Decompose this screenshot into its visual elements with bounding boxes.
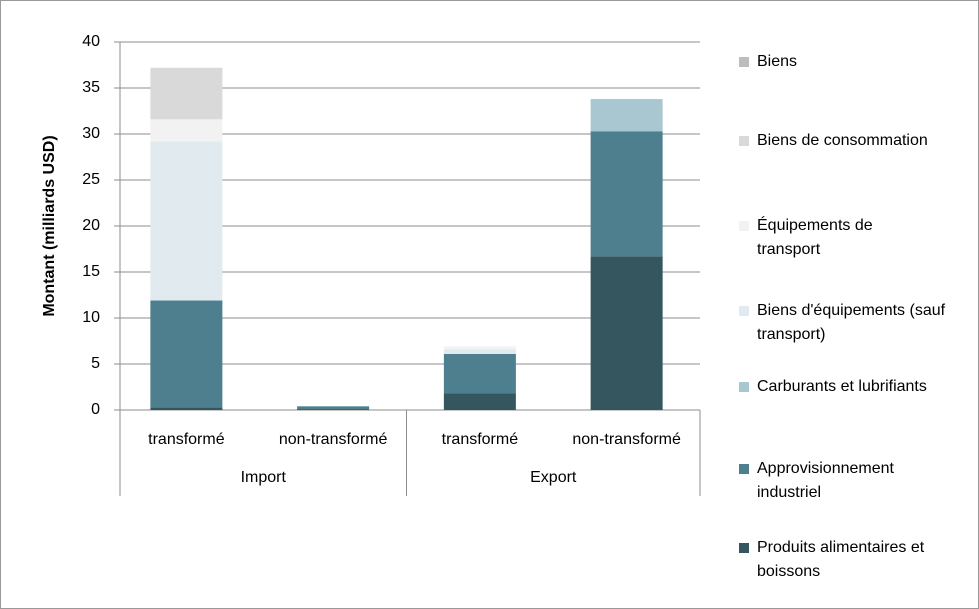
legend-swatch (739, 136, 749, 146)
legend-label: Biens (757, 53, 798, 70)
legend-item: Équipements de transport (739, 214, 917, 262)
legend-item: Produits alimentaires et boissons (739, 536, 962, 584)
group-label: Export (530, 469, 577, 486)
legend-label: Biens de consommation (757, 132, 928, 149)
x-tick-label: non-transformé (572, 431, 681, 448)
bar-segment (150, 119, 223, 142)
legend-label: Carburants et lubrifiants (757, 378, 927, 395)
bar-segment (150, 141, 223, 301)
legend-label: Biens d'équipements (sauf transport) (757, 302, 946, 343)
legend-label: Approvisionnement industriel (757, 460, 894, 501)
bar-segment (443, 346, 516, 350)
x-tick-label: transformé (442, 431, 519, 448)
y-tick-label: 40 (82, 33, 100, 50)
legend-item: Biens (739, 50, 979, 74)
legend-label: Équipements de transport (757, 217, 873, 258)
bar-segment (150, 300, 223, 408)
bar-segment (150, 407, 223, 410)
legend-swatch (739, 306, 749, 316)
legend-label: Produits alimentaires et boissons (757, 539, 925, 580)
y-tick-label: 5 (91, 355, 100, 372)
y-tick-label: 20 (82, 217, 100, 234)
legend-swatch (739, 57, 749, 67)
y-tick-label: 10 (82, 309, 100, 326)
bar-segment (297, 409, 370, 410)
y-tick-label: 30 (82, 125, 100, 142)
bar-segment (443, 349, 516, 354)
y-axis-label: Montant (milliards USD) (41, 135, 58, 316)
legend-item: Biens de consommation (739, 129, 979, 153)
legend-swatch (739, 221, 749, 231)
bar-segment (590, 256, 663, 410)
y-tick-label: 15 (82, 263, 100, 280)
legend-item: Approvisionnement industriel (739, 457, 947, 505)
bar-segment (297, 406, 370, 410)
bar-segment (590, 99, 663, 132)
legend-item: Carburants et lubrifiants (739, 375, 979, 399)
bar-segment (443, 353, 516, 394)
legend-swatch (739, 464, 749, 474)
bar-segment (443, 393, 516, 410)
group-label: Import (241, 469, 287, 486)
bar-segment (150, 67, 223, 120)
y-tick-label: 0 (91, 401, 100, 418)
x-tick-label: transformé (148, 431, 225, 448)
y-tick-label: 35 (82, 79, 100, 96)
legend-swatch (739, 382, 749, 392)
bar-segment (590, 131, 663, 257)
y-tick-label: 25 (82, 171, 100, 188)
legend-item: Biens d'équipements (sauf transport) (739, 299, 947, 347)
legend-swatch (739, 543, 749, 553)
x-tick-label: non-transformé (279, 431, 388, 448)
